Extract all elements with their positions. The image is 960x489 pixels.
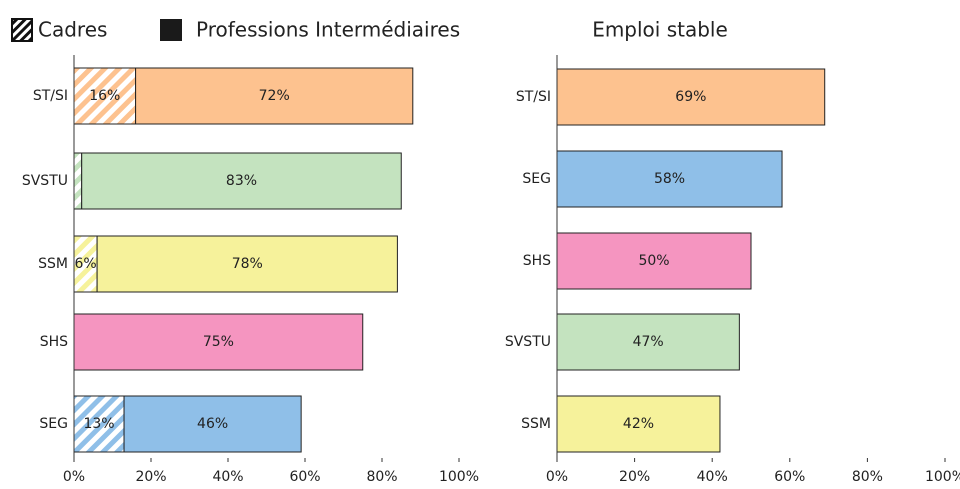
data-label: 72% — [259, 88, 290, 104]
legend-label: Cadres — [38, 18, 107, 42]
bar — [556, 395, 721, 453]
legend-swatch — [160, 19, 182, 41]
bar-segment — [81, 152, 402, 210]
x-tick-label: 100% — [925, 469, 960, 485]
x-tick-label: 0% — [546, 469, 568, 485]
bar-segment — [73, 67, 137, 125]
y-tick-label: ST/SI — [33, 88, 68, 104]
data-label: 58% — [654, 171, 685, 187]
data-label: 83% — [226, 173, 257, 189]
x-tick-label: 20% — [619, 469, 650, 485]
y-tick-label: SSM — [38, 256, 68, 272]
x-tick-label: 40% — [697, 469, 728, 485]
data-label: 50% — [638, 253, 669, 269]
y-tick-label: SEG — [522, 171, 551, 187]
data-label: 75% — [203, 334, 234, 350]
x-tick-label: 60% — [289, 469, 320, 485]
bar-segment — [96, 235, 398, 293]
y-tick-label: SSM — [521, 416, 551, 432]
y-tick-label: ST/SI — [516, 89, 551, 105]
x-tick-label: 60% — [774, 469, 805, 485]
chart-title: Emploi stable — [592, 18, 728, 42]
x-tick-label: 40% — [212, 469, 243, 485]
y-tick-label: SVSTU — [22, 173, 68, 189]
bar-segment — [123, 395, 302, 453]
x-tick-label: 20% — [135, 469, 166, 485]
x-tick-label: 80% — [852, 469, 883, 485]
y-tick-label: SHS — [523, 253, 551, 269]
y-tick-label: SVSTU — [505, 334, 551, 350]
bar-segment — [73, 313, 364, 371]
data-label: 42% — [623, 416, 654, 432]
x-tick-label: 80% — [366, 469, 397, 485]
data-label: 13% — [83, 416, 114, 432]
bar — [556, 313, 740, 371]
bar — [556, 68, 826, 126]
data-label: 6% — [74, 256, 96, 272]
bar — [556, 150, 783, 208]
legend-label: Professions Intermédiaires — [196, 18, 460, 42]
y-tick-label: SEG — [39, 416, 68, 432]
data-label: 47% — [633, 334, 664, 350]
bar-segment — [73, 152, 83, 210]
x-tick-label: 100% — [439, 469, 479, 485]
data-label: 78% — [232, 256, 263, 272]
data-label: 69% — [675, 89, 706, 105]
legend-swatch — [11, 18, 33, 42]
x-tick-label: 0% — [63, 469, 85, 485]
bar-segment — [135, 67, 414, 125]
bar — [556, 232, 752, 290]
y-tick-label: SHS — [40, 334, 68, 350]
data-label: 46% — [197, 416, 228, 432]
bar-segment — [73, 395, 125, 453]
data-label: 16% — [89, 88, 120, 104]
